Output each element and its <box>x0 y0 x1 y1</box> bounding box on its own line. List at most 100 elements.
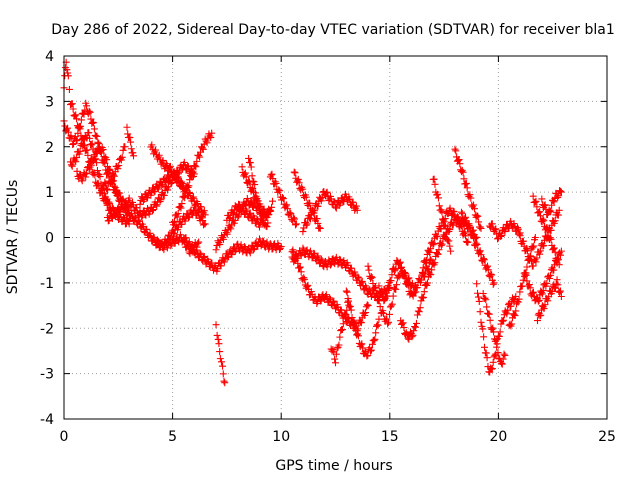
data-point <box>275 186 283 194</box>
data-point <box>557 251 565 259</box>
data-point <box>245 202 253 210</box>
data-point <box>314 202 322 210</box>
x-tick-label: 25 <box>598 429 616 445</box>
data-point <box>476 247 484 255</box>
data-point <box>459 168 467 176</box>
data-point <box>259 212 267 220</box>
data-point <box>294 175 302 183</box>
data-point <box>255 202 263 210</box>
data-point <box>347 264 355 272</box>
data-point <box>73 115 81 123</box>
data-point <box>100 190 108 198</box>
data-point <box>409 292 417 300</box>
data-point <box>489 280 497 288</box>
data-point <box>90 157 98 165</box>
data-point <box>152 146 160 154</box>
data-point <box>445 237 453 245</box>
data-point <box>170 217 178 225</box>
data-point <box>487 364 495 372</box>
data-point <box>446 226 454 234</box>
data-point <box>466 191 474 199</box>
data-point <box>542 224 550 232</box>
data-point <box>375 282 383 290</box>
data-point <box>348 314 356 322</box>
data-point <box>242 173 250 181</box>
data-point <box>299 228 307 236</box>
data-point <box>486 368 494 376</box>
data-point <box>169 229 177 237</box>
data-point <box>63 66 71 74</box>
data-point <box>534 297 542 305</box>
data-point <box>349 198 357 206</box>
data-point <box>242 206 250 214</box>
data-point <box>293 177 301 185</box>
data-point <box>368 340 376 348</box>
data-point <box>197 203 205 211</box>
data-point <box>529 289 537 297</box>
data-point <box>278 193 286 201</box>
y-axis-title: SDTVAR / TECUs <box>5 180 21 295</box>
data-point <box>366 286 374 294</box>
data-point <box>76 172 84 180</box>
data-point <box>340 198 348 206</box>
data-point <box>286 209 294 217</box>
data-point <box>411 323 419 331</box>
data-point <box>383 315 391 323</box>
data-point <box>184 162 192 170</box>
data-point <box>289 255 297 263</box>
data-point <box>438 208 446 216</box>
data-point <box>536 208 544 216</box>
data-point <box>512 307 520 315</box>
data-point <box>224 253 232 261</box>
data-point <box>160 246 168 254</box>
data-point <box>475 218 483 226</box>
data-point <box>157 196 165 204</box>
data-point <box>234 213 242 221</box>
data-point <box>277 243 285 251</box>
data-point <box>283 205 291 213</box>
data-point <box>455 156 463 164</box>
data-point <box>118 153 126 161</box>
data-point <box>347 306 355 314</box>
data-point <box>495 332 503 340</box>
data-point <box>302 193 310 201</box>
data-point <box>482 296 490 304</box>
data-point <box>416 304 424 312</box>
data-point <box>552 280 560 288</box>
data-point <box>189 168 197 176</box>
data-point <box>498 360 506 368</box>
data-point <box>296 263 304 271</box>
data-point <box>403 280 411 288</box>
data-point <box>184 214 192 222</box>
x-axis-title: GPS time / hours <box>275 458 392 474</box>
data-point <box>363 301 371 309</box>
data-point <box>482 349 490 357</box>
data-point <box>241 169 249 177</box>
data-point <box>345 301 353 309</box>
data-point <box>67 161 75 169</box>
data-point <box>184 183 192 191</box>
data-point <box>90 125 98 133</box>
data-point <box>514 225 522 233</box>
data-point <box>173 213 181 221</box>
data-point <box>123 123 131 131</box>
data-point <box>392 285 400 293</box>
data-point <box>63 124 71 132</box>
data-point <box>103 185 111 193</box>
data-point <box>166 164 174 172</box>
data-point <box>316 224 324 232</box>
data-point <box>125 220 133 228</box>
data-point <box>427 245 435 253</box>
data-point <box>539 286 547 294</box>
data-point <box>94 138 102 146</box>
data-point <box>212 321 220 329</box>
data-point <box>385 310 393 318</box>
data-point <box>556 187 564 195</box>
data-point <box>426 249 434 257</box>
data-point <box>388 300 396 308</box>
data-point <box>555 261 563 269</box>
data-point <box>510 311 518 319</box>
data-point <box>212 246 220 254</box>
data-point <box>245 154 253 162</box>
data-point <box>469 203 477 211</box>
